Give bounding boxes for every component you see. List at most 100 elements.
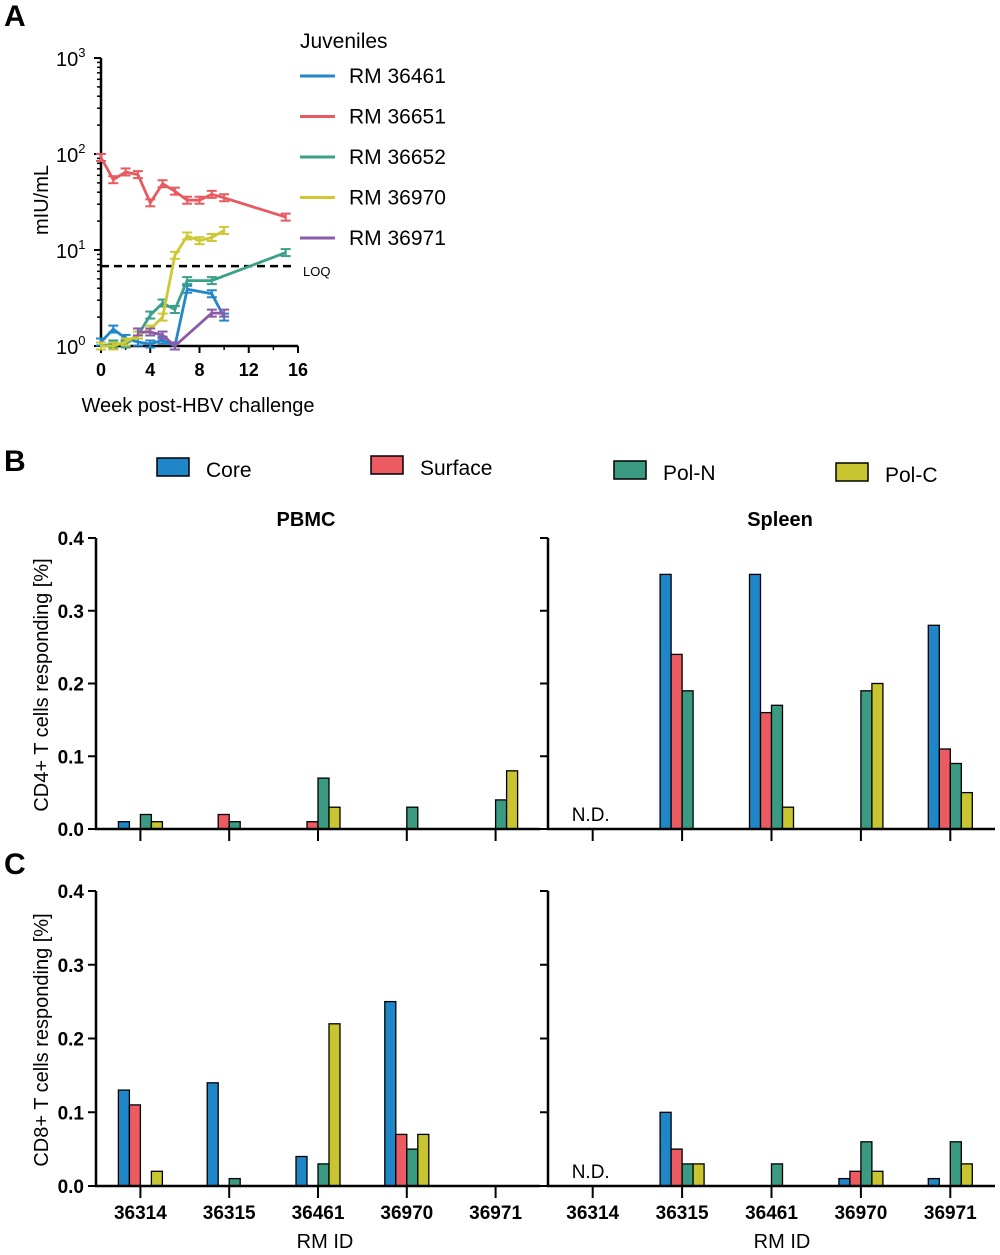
panel-a-x-axis-label: Week post-HBV challenge: [81, 395, 314, 417]
panel-label-c: C: [4, 848, 26, 881]
bar-pol-n-36970: [406, 1148, 419, 1187]
bar-pol-n-36970: [860, 1141, 873, 1187]
panel-a-y-tick-exponent: 0: [78, 333, 85, 348]
legend-label: RM 36970: [349, 187, 446, 210]
bar-pol-c-36971: [960, 791, 973, 830]
bar-surface-36971: [938, 748, 951, 830]
bar-pol-n-36970: [406, 806, 419, 830]
panel-a-x-tick-label: 4: [145, 360, 155, 380]
bar-pol-c-36461: [328, 806, 341, 830]
legend-swatch-pol-c: [835, 462, 869, 482]
legend-label-pol-n: Pol-N: [663, 462, 716, 485]
legend-swatch-pol-n: [613, 460, 647, 480]
panel-a-legend-title: Juveniles: [300, 30, 388, 53]
panel-a-legend: RM 36461 RM 36651 RM 36652 RM 36970 RM 36971: [300, 65, 446, 250]
y-tick-label: 0.0: [58, 1177, 84, 1198]
bar-surface-36970: [395, 1133, 408, 1187]
panel-a-y-tick-label: 100: [56, 333, 85, 359]
legend-label: RM 36652: [349, 146, 446, 169]
series-line-rm-36651: [99, 156, 287, 219]
x-tick-label-36971: 36971: [469, 1203, 522, 1224]
series-line-rm-36461: [99, 287, 226, 348]
x-tick-label-36314: 36314: [566, 1203, 619, 1224]
x-tick-label-36970: 36970: [834, 1203, 887, 1224]
panel-a-y-tick-exponent: 2: [78, 141, 85, 156]
x-tick-label-36315: 36315: [203, 1203, 256, 1224]
bar-panel-4: 36314 36315 36461 36970 36971 N.D.: [540, 890, 995, 1224]
bar-core-36970: [384, 1000, 397, 1187]
panel-a-y-tick-label: 101: [56, 237, 85, 263]
y-tick-label: 0.3: [58, 602, 84, 623]
panel-a-x-tick-label: 8: [194, 360, 204, 380]
panel-a-series: [96, 152, 291, 351]
legend-label: RM 36971: [349, 227, 446, 250]
panel-a-y-tick-label: 102: [56, 141, 85, 167]
x-tick-label-36971: 36971: [924, 1203, 977, 1224]
series-line-rm-36970: [101, 229, 225, 348]
legend-label: RM 36461: [349, 65, 446, 88]
panel-label-a: A: [4, 0, 26, 33]
bar-pol-n-36971: [949, 1141, 962, 1187]
bar-pol-n-36461: [317, 777, 330, 830]
cd8-spleen-x-axis-label: RM ID: [754, 1231, 811, 1253]
panel-a-y-tick-exponent: 3: [78, 45, 85, 60]
bar-pol-n-36314: [139, 813, 153, 830]
bar-surface-36461: [759, 711, 773, 830]
x-tick-label-36461: 36461: [292, 1203, 345, 1224]
bar-pol-n-36461: [770, 1163, 784, 1187]
y-tick-label: 0.2: [58, 675, 84, 696]
bar-core-36461: [748, 573, 762, 830]
bar-pol-c-36970: [871, 682, 884, 830]
panel-a-y-axis-label: mIU/mL: [31, 165, 53, 235]
pbmc-title: PBMC: [277, 509, 336, 531]
x-tick-label-36461: 36461: [745, 1203, 798, 1224]
panel-a-y-tick-exponent: 1: [78, 237, 85, 252]
legend-swatch-surface: [370, 455, 404, 475]
bar-pol-c-36971: [505, 770, 519, 830]
bar-pol-c-36461: [781, 806, 795, 830]
legend-label-surface: Surface: [420, 457, 492, 480]
y-tick-label: 0.4: [58, 529, 85, 550]
bar-panel-2: N.D.: [540, 537, 995, 841]
bar-surface-36970: [849, 1170, 862, 1187]
legend-label-core: Core: [206, 459, 252, 482]
panel-a-x-tick-label: 16: [288, 360, 308, 380]
x-tick-label-36315: 36315: [656, 1203, 709, 1224]
bar-core-36315: [659, 1111, 672, 1187]
cd8-pbmc-x-axis-label: RM ID: [297, 1231, 354, 1253]
bar-pol-n-36315: [681, 1163, 694, 1187]
bar-pol-n-36315: [681, 690, 694, 830]
y-tick-label: 0.2: [58, 1030, 84, 1051]
y-tick-label: 0.1: [58, 1103, 85, 1124]
panel-label-b: B: [4, 445, 26, 478]
panel-a-loq: LOQ: [101, 264, 330, 279]
bar-surface-36315: [670, 653, 683, 830]
bar-panel-3: 0.0 0.1 0.2 0.3 0.4 36314 36315 36461 36970 36971: [58, 882, 540, 1224]
bar-panel-1: 0.0 0.1 0.2 0.3 0.4: [58, 529, 540, 841]
legend-swatch-core: [156, 457, 190, 477]
x-tick-label-36314: 36314: [114, 1203, 167, 1224]
bar-pol-c-36971: [960, 1163, 973, 1187]
bar-core-36461: [295, 1155, 308, 1187]
y-tick-label: 0.0: [58, 820, 84, 841]
bar-pol-c-36461: [328, 1023, 341, 1187]
bar-core-36314: [117, 1089, 131, 1187]
not-determined-label: N.D.: [572, 1162, 610, 1183]
y-tick-label: 0.1: [58, 747, 85, 768]
panel-a-x-tick-label: 0: [96, 360, 106, 380]
bar-pol-n-36970: [860, 690, 873, 830]
legend-label: RM 36651: [349, 106, 446, 129]
y-tick-label: 0.3: [58, 956, 84, 977]
spleen-title: Spleen: [747, 509, 813, 531]
legend-label-pol-c: Pol-C: [885, 464, 938, 487]
bar-legend: Core Surface Pol-N Pol-C: [156, 455, 938, 487]
y-tick-label: 0.4: [58, 882, 85, 903]
bar-surface-36314: [128, 1104, 142, 1187]
bar-surface-36315: [217, 813, 230, 830]
bar-pol-c-36314: [150, 1170, 164, 1187]
panel-a-y-tick-label: 103: [56, 45, 85, 71]
bar-core-36315: [659, 573, 672, 830]
series-line-rm-36971: [137, 311, 225, 348]
